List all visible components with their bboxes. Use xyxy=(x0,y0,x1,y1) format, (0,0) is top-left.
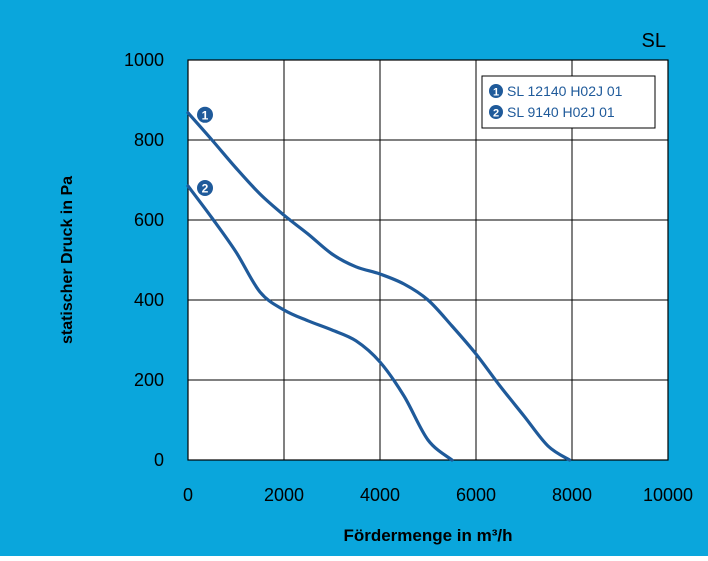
series-line-2 xyxy=(186,184,454,462)
series-line-1 xyxy=(186,111,572,462)
curve-marker-number: 2 xyxy=(202,182,209,196)
legend-marker-circle xyxy=(489,105,503,119)
curve-markers: 12 xyxy=(197,106,213,196)
y-axis-label: statischer Druck in Pa xyxy=(59,176,76,344)
legend-marker-circle xyxy=(489,84,503,98)
curve-marker-circle xyxy=(197,106,213,123)
legend-label: SL 12140 H02J 01 xyxy=(507,83,623,99)
y-tick-labels: 0 200 400 600 800 1000 xyxy=(124,50,164,470)
x-tick-labels: 0 2000 4000 6000 8000 10000 xyxy=(183,485,693,505)
y-tick-label: 600 xyxy=(134,210,164,230)
y-tick-label: 200 xyxy=(134,370,164,390)
x-tick-label: 4000 xyxy=(360,485,400,505)
y-tick-label: 800 xyxy=(134,130,164,150)
legend-item-1: 1 SL 12140 H02J 01 xyxy=(489,83,623,99)
x-tick-label: 6000 xyxy=(456,485,496,505)
curve-marker-1: 1 xyxy=(197,106,213,123)
legend-item-2: 2 SL 9140 H02J 01 xyxy=(489,104,615,120)
x-tick-label: 0 xyxy=(183,485,193,505)
legend-label: SL 9140 H02J 01 xyxy=(507,104,615,120)
plot-border xyxy=(187,59,669,461)
curve-marker-2: 2 xyxy=(197,180,213,196)
legend-box xyxy=(481,75,656,129)
curve-marker-number: 1 xyxy=(202,108,209,122)
chart-title: SL xyxy=(642,30,666,52)
y-tick-label: 400 xyxy=(134,290,164,310)
x-tick-label: 8000 xyxy=(552,485,592,505)
x-axis-label: Fördermenge in m³/h xyxy=(343,526,512,545)
y-tick-label: 1000 xyxy=(124,50,164,70)
legend-marker-number: 2 xyxy=(493,108,499,120)
y-tick-label: 0 xyxy=(154,450,164,470)
x-tick-label: 2000 xyxy=(264,485,304,505)
legend-marker-number: 1 xyxy=(493,87,499,99)
legend: 1 SL 12140 H02J 01 2 SL 9140 H02J 01 xyxy=(481,75,656,129)
series-group xyxy=(186,111,572,462)
curve-marker-circle xyxy=(197,180,213,196)
x-tick-label: 10000 xyxy=(643,485,693,505)
